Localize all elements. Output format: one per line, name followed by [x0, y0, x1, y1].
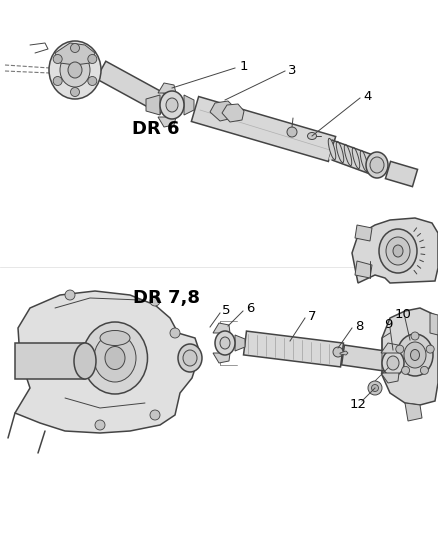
Circle shape: [170, 328, 180, 338]
Circle shape: [53, 54, 62, 63]
Ellipse shape: [370, 157, 384, 173]
Ellipse shape: [166, 98, 178, 112]
Polygon shape: [342, 345, 386, 371]
Polygon shape: [385, 161, 417, 187]
Ellipse shape: [220, 337, 230, 349]
Ellipse shape: [328, 139, 336, 160]
Ellipse shape: [387, 356, 399, 370]
Text: DR 6: DR 6: [132, 120, 179, 138]
Ellipse shape: [105, 346, 125, 369]
Text: 10: 10: [395, 309, 411, 321]
Ellipse shape: [60, 53, 90, 87]
Circle shape: [371, 384, 378, 392]
Ellipse shape: [82, 322, 148, 394]
Polygon shape: [382, 308, 438, 405]
Ellipse shape: [379, 229, 417, 273]
Polygon shape: [96, 61, 170, 114]
Polygon shape: [15, 291, 200, 433]
Ellipse shape: [360, 150, 368, 172]
Polygon shape: [352, 218, 438, 283]
Circle shape: [426, 345, 434, 353]
Polygon shape: [15, 343, 85, 379]
Polygon shape: [235, 335, 245, 351]
Text: 4: 4: [363, 91, 371, 103]
Circle shape: [402, 366, 410, 374]
Ellipse shape: [366, 152, 388, 178]
Polygon shape: [146, 95, 160, 115]
Circle shape: [71, 44, 80, 52]
Text: 3: 3: [288, 63, 297, 77]
Ellipse shape: [74, 343, 96, 379]
Text: 1: 1: [240, 60, 248, 72]
Text: 12: 12: [350, 399, 367, 411]
Ellipse shape: [49, 41, 101, 99]
Polygon shape: [213, 353, 230, 363]
Polygon shape: [210, 101, 235, 121]
Polygon shape: [222, 104, 244, 122]
Ellipse shape: [344, 144, 352, 166]
Ellipse shape: [100, 330, 130, 345]
Circle shape: [420, 366, 428, 374]
Circle shape: [65, 290, 75, 300]
Circle shape: [333, 347, 343, 357]
Polygon shape: [191, 96, 336, 161]
Polygon shape: [340, 351, 348, 355]
Circle shape: [88, 77, 97, 85]
Ellipse shape: [160, 91, 184, 119]
Ellipse shape: [68, 62, 82, 78]
Text: 7: 7: [308, 310, 317, 322]
Circle shape: [411, 332, 419, 340]
Polygon shape: [381, 343, 399, 353]
Polygon shape: [213, 323, 230, 333]
Polygon shape: [355, 261, 372, 278]
Polygon shape: [430, 313, 438, 335]
Text: 8: 8: [355, 319, 364, 333]
Polygon shape: [158, 83, 176, 93]
Polygon shape: [381, 373, 399, 383]
Polygon shape: [158, 117, 176, 127]
Text: 9: 9: [384, 319, 392, 332]
Circle shape: [53, 77, 62, 85]
Polygon shape: [328, 141, 375, 174]
Ellipse shape: [382, 350, 404, 376]
Ellipse shape: [215, 331, 235, 355]
Ellipse shape: [307, 133, 317, 140]
Text: 5: 5: [222, 304, 230, 318]
Polygon shape: [184, 95, 194, 115]
Polygon shape: [405, 403, 422, 421]
Ellipse shape: [404, 342, 426, 368]
Ellipse shape: [94, 334, 136, 382]
Circle shape: [88, 54, 97, 63]
Ellipse shape: [393, 245, 403, 257]
Text: 6: 6: [246, 303, 254, 316]
Text: DR 7,8: DR 7,8: [133, 289, 200, 308]
Ellipse shape: [386, 237, 410, 265]
Circle shape: [396, 345, 404, 353]
Ellipse shape: [336, 141, 344, 163]
Circle shape: [368, 381, 382, 395]
Ellipse shape: [352, 147, 360, 168]
Ellipse shape: [178, 344, 202, 372]
Ellipse shape: [183, 350, 197, 366]
Circle shape: [150, 410, 160, 420]
Circle shape: [287, 127, 297, 137]
Polygon shape: [55, 43, 95, 65]
Polygon shape: [355, 225, 372, 241]
Polygon shape: [244, 331, 343, 367]
Ellipse shape: [410, 350, 420, 360]
Circle shape: [95, 420, 105, 430]
Ellipse shape: [397, 334, 433, 376]
Circle shape: [150, 296, 160, 306]
Circle shape: [71, 87, 80, 96]
